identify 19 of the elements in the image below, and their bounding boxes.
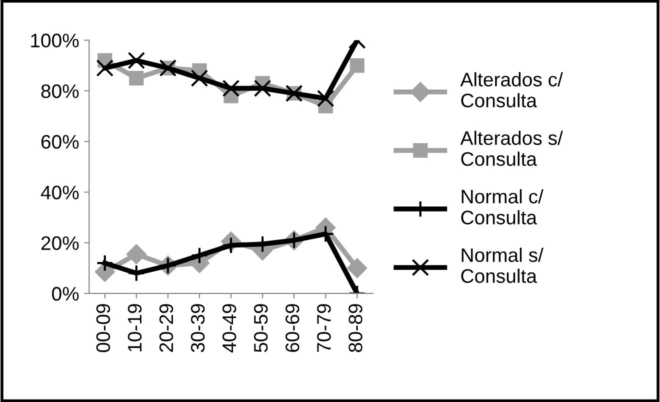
legend-label: Normal s/ Consulta bbox=[461, 248, 544, 283]
y-tick-label: 60% bbox=[41, 134, 79, 149]
x-tick-label: 50-59 bbox=[254, 304, 268, 352]
x-tick-label: 40-49 bbox=[222, 304, 236, 352]
x-tick-label: 00-09 bbox=[96, 304, 110, 352]
legend-label: Alterados c/ Consulta bbox=[460, 72, 563, 108]
y-tick-label: 100% bbox=[31, 34, 79, 48]
y-tick-label: 20% bbox=[41, 236, 79, 250]
x-tick-label: 60-69 bbox=[286, 304, 300, 352]
x-tick-label: 80-89 bbox=[348, 304, 362, 352]
legend-label: Normal c/ Consulta bbox=[461, 189, 544, 224]
legend-label: Alterados s/ Consulta bbox=[460, 130, 563, 166]
x-tick-label: 10-19 bbox=[128, 304, 142, 352]
y-tick-label: 80% bbox=[41, 84, 79, 98]
y-tick-label: 40% bbox=[40, 186, 79, 200]
y-tick-label: 0% bbox=[52, 286, 79, 301]
x-tick-label: 70-79 bbox=[317, 304, 331, 352]
x-tick-label: 20-29 bbox=[159, 304, 174, 352]
x-tick-label: 30-39 bbox=[190, 304, 205, 352]
